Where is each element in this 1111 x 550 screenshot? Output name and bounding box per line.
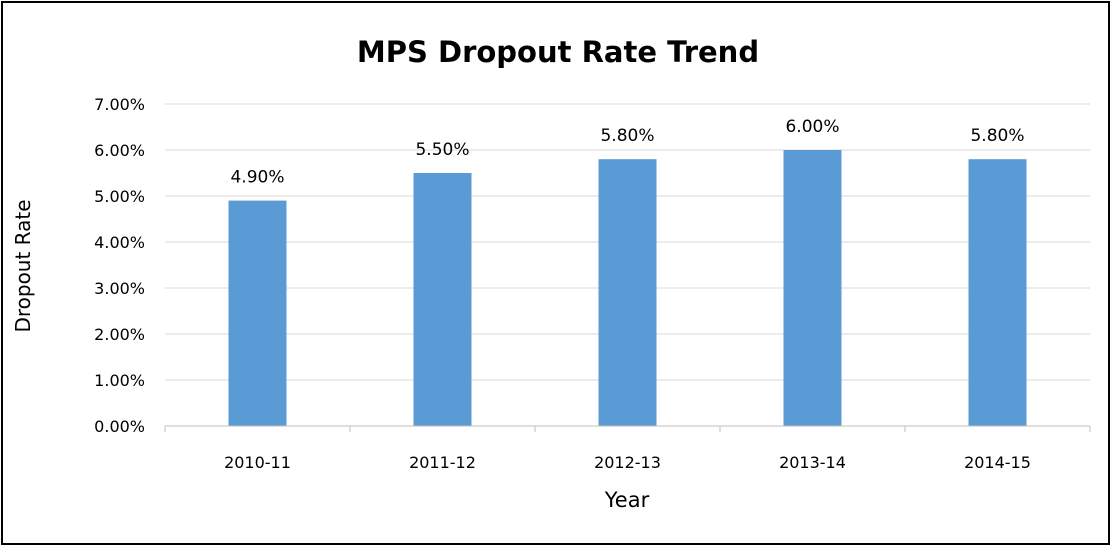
bar-2014-15	[968, 159, 1027, 426]
bar-2013-14	[783, 150, 842, 426]
y-tick-label: 4.00%	[94, 233, 145, 252]
data-labels: 4.90% 5.50% 5.80% 6.00% 5.80%	[230, 117, 1024, 188]
data-label: 5.80%	[970, 126, 1024, 146]
y-tick-label: 3.00%	[94, 279, 145, 298]
x-tick-label: 2010-11	[224, 453, 291, 472]
x-tick-label: 2013-14	[779, 453, 846, 472]
x-tick-label: 2014-15	[964, 453, 1031, 472]
y-tick-label: 1.00%	[94, 371, 145, 390]
y-tick-label: 7.00%	[94, 95, 145, 114]
data-label: 6.00%	[785, 117, 839, 137]
y-tick-label: 2.00%	[94, 325, 145, 344]
data-label: 4.90%	[230, 168, 284, 188]
bar-2011-12	[413, 173, 472, 426]
x-axis-tick-labels: 2010-11 2011-12 2012-13 2013-14 2014-15	[164, 426, 1091, 472]
y-tick-label: 5.00%	[94, 187, 145, 206]
data-label: 5.80%	[600, 126, 654, 146]
y-axis-label: Dropout Rate	[11, 199, 35, 332]
y-tick-label: 0.00%	[94, 417, 145, 436]
chart-title: MPS Dropout Rate Trend	[357, 35, 759, 69]
data-label: 5.50%	[415, 140, 469, 160]
bar-2010-11	[228, 200, 287, 426]
bars	[228, 150, 1027, 426]
x-tick-label: 2012-13	[594, 453, 661, 472]
y-tick-label: 6.00%	[94, 141, 145, 160]
bar-2012-13	[598, 159, 657, 426]
y-axis-tick-labels: 0.00% 1.00% 2.00% 3.00% 4.00% 5.00% 6.00% 7.00%	[94, 95, 145, 436]
x-axis-label: Year	[604, 488, 650, 512]
x-tick-label: 2011-12	[409, 453, 476, 472]
